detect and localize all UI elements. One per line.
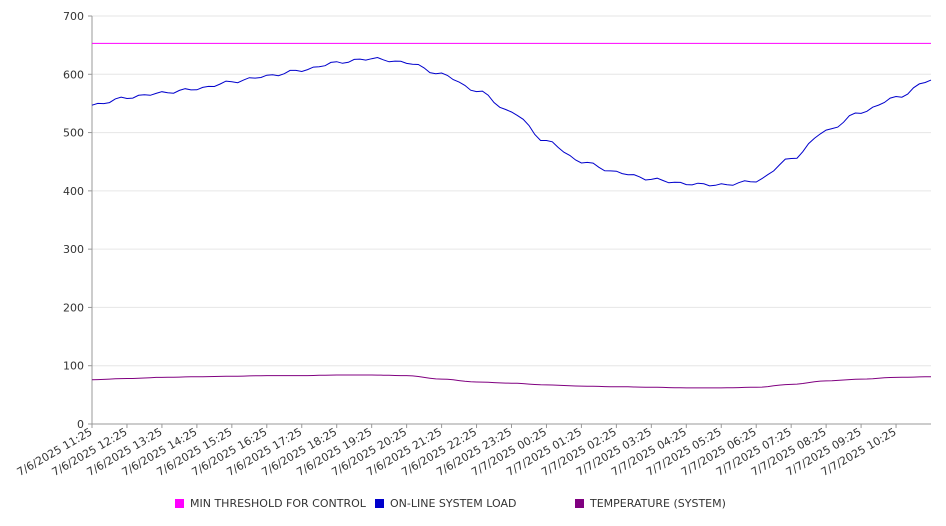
y-tick-label: 0 bbox=[77, 418, 84, 431]
legend-swatch-load bbox=[375, 499, 384, 508]
legend-item-temperature: TEMPERATURE (SYSTEM) bbox=[575, 497, 726, 510]
legend-label-load: ON-LINE SYSTEM LOAD bbox=[390, 497, 517, 510]
x-tick-labels: 7/6/2025 11:257/6/2025 12:257/6/2025 13:… bbox=[15, 425, 899, 479]
y-tick-label: 500 bbox=[63, 127, 84, 140]
series-line-temperature-system bbox=[91, 374, 931, 389]
y-tick-label: 400 bbox=[63, 185, 84, 198]
y-tick-label: 700 bbox=[63, 10, 84, 23]
y-tick-label: 600 bbox=[63, 68, 84, 81]
series-line-on-line-system-load bbox=[91, 56, 932, 187]
y-tick-label: 300 bbox=[63, 243, 84, 256]
legend-swatch-temperature bbox=[575, 499, 584, 508]
legend-swatch-threshold bbox=[175, 499, 184, 508]
y-tick-labels: 0 100 200 300 400 500 600 700 bbox=[63, 10, 84, 431]
y-tick-label: 200 bbox=[63, 301, 84, 314]
legend-label-temperature: TEMPERATURE (SYSTEM) bbox=[590, 497, 726, 510]
gridlines bbox=[92, 15, 931, 367]
legend-item-threshold: MIN THRESHOLD FOR CONTROL bbox=[175, 497, 366, 510]
series-lines bbox=[91, 42, 932, 389]
legend-label-threshold: MIN THRESHOLD FOR CONTROL bbox=[190, 497, 366, 510]
axes bbox=[88, 15, 931, 428]
y-tick-label: 100 bbox=[63, 360, 84, 373]
legend-item-load: ON-LINE SYSTEM LOAD bbox=[375, 497, 516, 510]
legend: MIN THRESHOLD FOR CONTROL ON-LINE SYSTEM… bbox=[0, 497, 946, 515]
